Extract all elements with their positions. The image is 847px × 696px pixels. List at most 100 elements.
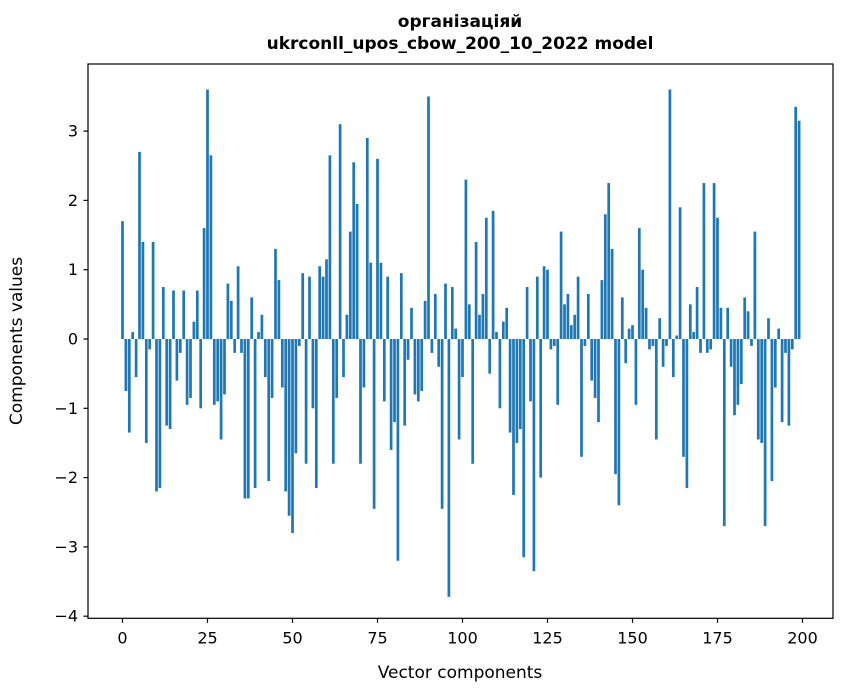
x-tick-label-150: 150 [617, 628, 648, 647]
bar-component-77 [382, 339, 386, 402]
bar-component-68 [352, 162, 356, 339]
bar-component-111 [498, 339, 502, 409]
bar-component-145 [614, 339, 617, 475]
bar-component-40 [257, 332, 260, 339]
bar-component-165 [682, 339, 685, 457]
bar-component-33 [233, 339, 237, 353]
bar-component-197 [790, 339, 794, 350]
bar-component-182 [739, 339, 743, 385]
bar-component-73 [369, 262, 373, 339]
chart-title-line1: організаціяй [398, 12, 522, 32]
bar-component-98 [454, 328, 458, 339]
bar-component-180 [733, 339, 736, 416]
bar-component-66 [345, 314, 349, 339]
plot-border [87, 63, 834, 619]
bar-component-127 [552, 339, 556, 346]
bar-component-46 [277, 280, 281, 339]
bar-component-63 [335, 339, 339, 398]
bar-component-87 [416, 339, 420, 402]
bar-component-41 [260, 314, 264, 339]
bar-component-70 [359, 339, 362, 464]
bar-component-174 [712, 183, 716, 339]
bar-component-32 [229, 300, 233, 339]
bar-component-154 [644, 307, 648, 339]
bar-component-14 [168, 339, 172, 430]
bar-component-157 [654, 339, 658, 440]
bar-component-92 [433, 293, 437, 339]
bar-component-116 [515, 339, 519, 443]
bar-component-167 [688, 304, 692, 339]
bar-component-71 [362, 339, 366, 388]
bar-component-45 [274, 248, 277, 339]
bar-component-136 [583, 339, 587, 346]
bar-component-44 [270, 339, 274, 398]
x-axis-ticks: 0 25 50 75 100 125 150 175 200 [117, 618, 818, 647]
bar-component-22 [195, 290, 199, 339]
bar-component-178 [726, 307, 730, 339]
bar-component-23 [199, 339, 203, 409]
bar-component-171 [702, 183, 706, 339]
bar-component-6 [141, 241, 145, 339]
bar-component-16 [175, 339, 179, 381]
bar-component-119 [525, 287, 529, 339]
bar-component-161 [668, 89, 672, 340]
bar-component-186 [753, 231, 757, 339]
bar-component-82 [399, 273, 403, 339]
bar-component-4 [134, 339, 138, 378]
y-tick-label--4: −4 [54, 607, 78, 626]
bar-component-25 [206, 89, 209, 340]
x-axis-label: Vector components [378, 663, 543, 683]
bar-component-34 [236, 266, 240, 340]
bar-component-133 [573, 314, 577, 339]
y-tick-label-3: 3 [68, 122, 78, 141]
bar-component-130 [563, 304, 566, 339]
bar-component-193 [777, 328, 781, 339]
bar-component-149 [627, 328, 631, 339]
bar-component-58 [318, 266, 322, 340]
bar-component-10 [155, 339, 158, 492]
bar-component-191 [770, 339, 774, 482]
bar-component-67 [348, 231, 352, 339]
bar-component-129 [559, 231, 563, 339]
chart-title: організаціяй ukrconll_upos_cbow_200_10_2… [267, 12, 654, 54]
bar-component-37 [246, 339, 250, 499]
bar-component-65 [342, 339, 345, 378]
bar-component-26 [209, 155, 213, 339]
bar-component-96 [447, 339, 451, 597]
y-tick-label-1: 1 [68, 260, 78, 279]
bar-component-12 [161, 287, 165, 339]
bar-component-100 [461, 339, 464, 378]
bar-component-3 [131, 332, 135, 339]
bar-component-164 [678, 207, 682, 339]
bar-component-152 [637, 228, 641, 339]
bar-component-124 [542, 266, 546, 340]
bar-component-69 [355, 203, 359, 339]
bar-component-27 [212, 339, 216, 405]
bar-component-159 [661, 339, 665, 367]
bar-component-140 [597, 339, 600, 423]
bar-component-50 [291, 339, 294, 534]
bar-component-88 [420, 339, 424, 391]
bar-component-172 [705, 339, 709, 353]
bar-component-0 [121, 221, 124, 339]
bar-component-83 [403, 339, 407, 426]
bar-component-146 [617, 339, 621, 506]
bar-component-126 [549, 339, 553, 350]
y-axis-label: Components values [7, 257, 27, 425]
bar-component-199 [797, 120, 801, 340]
bar-component-76 [379, 262, 383, 339]
bar-component-122 [535, 276, 539, 339]
bar-component-134 [576, 276, 580, 339]
bar-component-17 [178, 339, 182, 353]
bar-component-9 [151, 241, 155, 339]
bar-component-19 [185, 339, 189, 405]
bar-component-183 [743, 297, 747, 339]
bar-component-20 [189, 339, 192, 398]
bar-component-131 [566, 293, 570, 339]
bar-component-31 [226, 283, 230, 339]
bar-component-36 [243, 339, 247, 499]
bar-component-137 [586, 293, 590, 339]
x-tick-label-125: 125 [532, 628, 563, 647]
bar-component-175 [716, 217, 719, 339]
